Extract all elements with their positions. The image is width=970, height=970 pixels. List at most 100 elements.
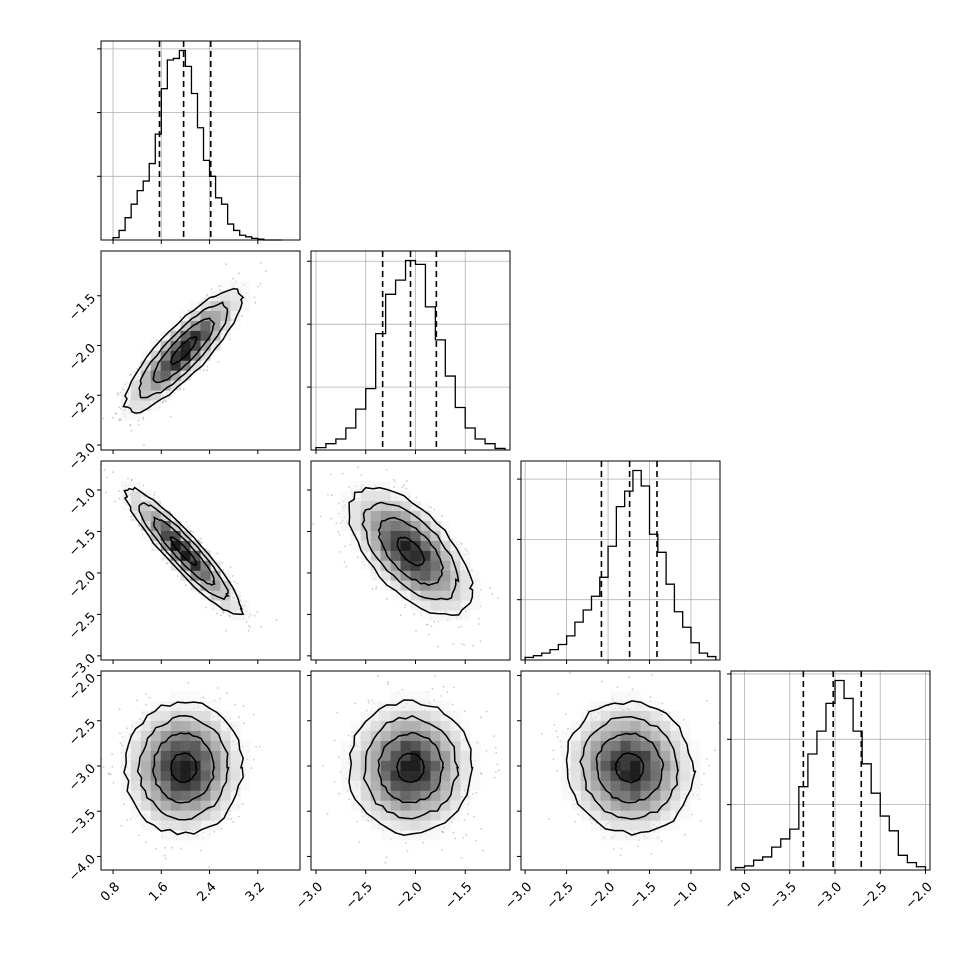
sample-point (200, 537, 203, 540)
sample-point (142, 416, 145, 419)
sample-point (319, 515, 322, 518)
sample-point (128, 374, 131, 376)
sample-point (441, 515, 444, 517)
panel-frame (520, 460, 721, 661)
sample-point (341, 472, 344, 475)
density-cell (420, 560, 431, 571)
density-cell (460, 610, 471, 621)
sample-point (357, 556, 359, 559)
sample-point (130, 429, 133, 432)
sample-point (197, 592, 200, 595)
sample-point (497, 597, 500, 599)
sample-point (375, 588, 377, 590)
density-cell (170, 330, 181, 341)
density-cell (350, 510, 362, 521)
sample-point (138, 525, 141, 527)
sample-point (111, 416, 114, 419)
sample-point (118, 708, 121, 711)
sample-point (231, 575, 234, 577)
sample-point (403, 484, 405, 487)
sample-point (136, 699, 138, 702)
sample-point (115, 412, 118, 415)
sample-point (452, 643, 455, 645)
sample-point (472, 644, 475, 647)
sample-point (233, 580, 236, 583)
sample-point (230, 588, 233, 590)
density-cell (430, 610, 441, 621)
sample-point (375, 585, 378, 588)
sample-point (338, 512, 340, 515)
sample-point (217, 285, 220, 288)
sample-point (415, 496, 418, 499)
density-cell (380, 580, 391, 591)
sample-point (129, 423, 132, 426)
sample-point (236, 582, 238, 585)
density-cell (380, 530, 391, 541)
density-cell (230, 290, 241, 302)
sample-point (201, 541, 203, 544)
sample-point (127, 477, 129, 480)
sample-point (202, 369, 205, 372)
sample-point (226, 692, 228, 694)
sample-point (339, 550, 342, 553)
density-cell (460, 590, 471, 601)
sample-point (206, 293, 209, 296)
density-cell (230, 610, 241, 621)
sample-point (245, 621, 248, 623)
sample-point (166, 562, 169, 564)
density-cell (350, 500, 362, 512)
hist-panel-4 (731, 671, 930, 870)
sample-point (112, 782, 115, 784)
sample-point (460, 625, 463, 628)
sample-point (205, 295, 208, 297)
density-cell (390, 570, 401, 581)
sample-point (385, 469, 388, 471)
sample-point (117, 393, 120, 396)
density-cell (350, 480, 362, 492)
density-cell (430, 580, 441, 591)
sample-point (430, 506, 433, 509)
sample-point (330, 517, 333, 520)
sample-point (257, 285, 260, 288)
sample-point (405, 480, 408, 482)
sample-point (136, 368, 138, 370)
density-cell (400, 540, 411, 551)
sample-point (241, 315, 244, 318)
density-cell (460, 580, 471, 591)
sample-point (477, 617, 480, 620)
histogram-step (112, 49, 282, 241)
sample-point (360, 474, 363, 476)
sample-point (217, 361, 220, 363)
sample-point (118, 419, 121, 422)
sample-point (142, 418, 145, 420)
panel-frame (310, 250, 511, 451)
density-cell (160, 360, 171, 371)
sample-point (259, 262, 262, 264)
sample-point (221, 561, 224, 564)
density-cell (360, 530, 371, 541)
sample-point (264, 270, 267, 273)
sample-point (338, 533, 341, 536)
sample-point (488, 587, 491, 590)
sample-point (327, 493, 329, 496)
sample-point (123, 803, 125, 806)
density-cell (120, 390, 132, 401)
panel-frame (100, 40, 301, 241)
sample-point (102, 417, 105, 420)
sample-point (238, 272, 240, 274)
density-cell (390, 520, 401, 531)
density-cell (180, 540, 191, 551)
density-cell (390, 550, 401, 561)
sample-point (145, 703, 147, 706)
sample-point (138, 424, 140, 426)
sample-point (394, 480, 396, 483)
sample-point (176, 575, 179, 577)
sample-point (102, 766, 105, 769)
density-cell (210, 310, 221, 321)
sample-point (348, 486, 350, 489)
sample-point (119, 418, 121, 420)
sample-point (460, 542, 463, 545)
sample-point (142, 484, 145, 487)
sample-point (205, 548, 208, 550)
